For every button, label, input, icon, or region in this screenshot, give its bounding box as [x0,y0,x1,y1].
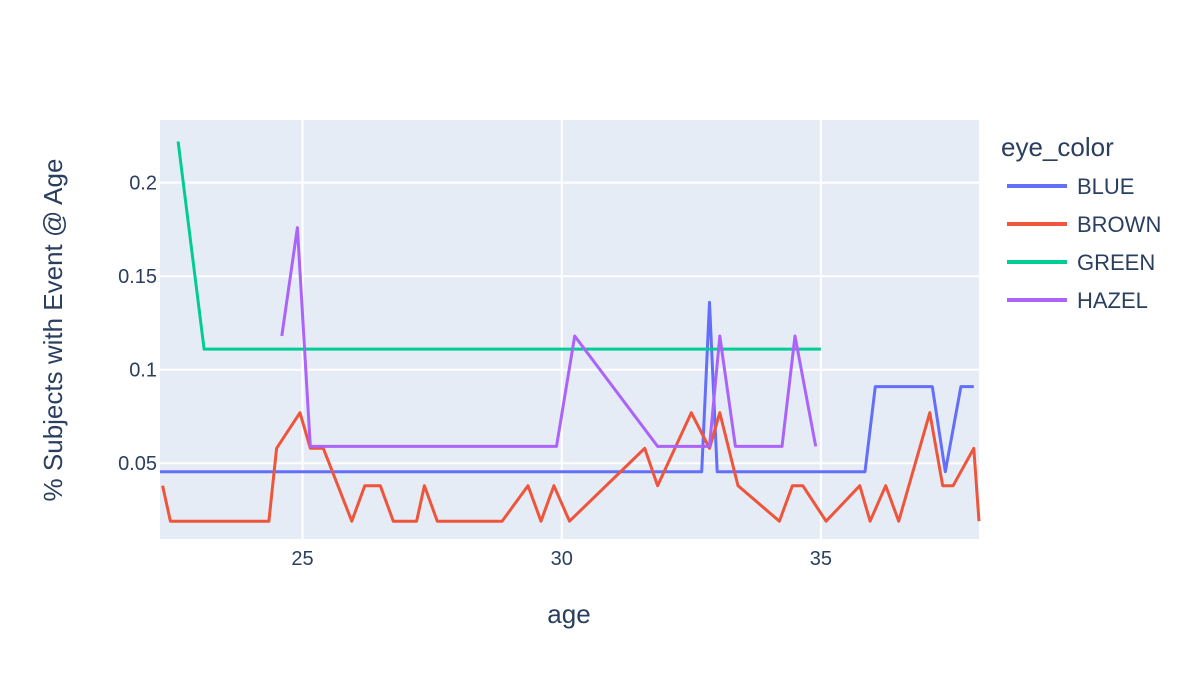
series-line-green [176,141,821,351]
y-tick-label: 0.2 [129,173,157,195]
x-tick-label: 30 [551,548,573,570]
legend-label-blue: BLUE [1077,174,1134,199]
legend-label-brown: BROWN [1077,212,1161,237]
plot-background [160,120,979,539]
legend-items: BLUE BROWN GREEN HAZEL [1007,174,1161,313]
x-tick-label: 35 [810,548,832,570]
grid-lines [160,120,979,539]
legend-label-hazel: HAZEL [1077,288,1148,313]
y-tick-label: 0.1 [129,360,157,382]
x-tick-label: 25 [291,548,313,570]
series-line-hazel [280,226,818,448]
series-line-blue [160,300,974,474]
legend-title: eye_color [1001,132,1114,162]
y-axis-title: % Subjects with Event @ Age [38,159,68,502]
series-line-brown [161,411,981,523]
y-tick-label: 0.15 [118,266,157,288]
series-lines [160,141,981,523]
legend: eye_color BLUE BROWN GREEN HAZEL [1001,132,1161,313]
x-axis-title: age [547,599,590,629]
legend-label-green: GREEN [1077,250,1155,275]
y-tick-label: 0.05 [118,453,157,475]
tick-labels: 25 30 35 0.05 0.1 0.15 0.2 [118,173,832,570]
